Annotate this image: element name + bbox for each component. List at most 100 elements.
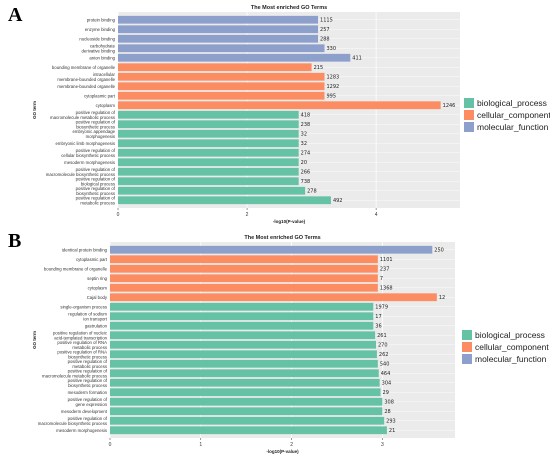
chart-a-bar-5 — [118, 63, 312, 72]
chart-a-category-label-18: positive regulation of biosynthetic proce… — [76, 186, 116, 196]
chart-b-bar-count-2: 237 — [380, 267, 390, 273]
chart-b-category-label-17: mesoderm development — [61, 409, 108, 414]
chart-a-bar-count-19: 492 — [333, 198, 343, 204]
chart-b-bar-4 — [110, 283, 378, 292]
chart-a-bar-count-13: 32 — [301, 141, 307, 147]
chart-a-category-label-12: embryonic appendage morphogenesis — [72, 129, 115, 139]
chart-a-category-label-2: nucleoside binding — [79, 36, 115, 41]
chart-b-bar-13 — [110, 369, 379, 378]
chart-a-bar-17 — [118, 177, 299, 186]
chart-a-bar-count-0: 1115 — [320, 18, 333, 24]
chart-b-category-label-8: gastrulation — [85, 323, 108, 328]
chart-a-xtick-label-2: 4 — [375, 212, 378, 218]
chart-a-xtick-label-1: 2 — [246, 212, 249, 218]
chart-b-bar-count-11: 262 — [379, 352, 389, 358]
chart-b-bar-11 — [110, 350, 377, 359]
chart-b-bar-19 — [110, 426, 387, 435]
chart-b-xtick-label-1: 1 — [199, 442, 202, 448]
chart-b-bar-count-0: 250 — [434, 248, 444, 254]
chart-a-bar-6 — [118, 72, 325, 81]
chart-b-bar-count-10: 270 — [378, 343, 388, 349]
chart-a-xtick-label-0: 0 — [117, 212, 120, 218]
chart-a-category-label-14: positive regulation of cellular biosynthe… — [61, 148, 116, 158]
chart-a-bar-count-7: 1292 — [326, 84, 339, 90]
chart-b-bar-count-4: 1368 — [380, 286, 393, 292]
chart-b-category-label-6: single-organism process — [60, 304, 107, 309]
chart-a-bar-12 — [118, 129, 299, 138]
chart-b-bar-18 — [110, 416, 385, 425]
chart-a-category-label-13: embryonic limb morphogenesis — [56, 141, 115, 146]
chart-b-bar-12 — [110, 359, 378, 368]
chart-b: The Most enriched GO Terms 250 identical p… — [32, 235, 549, 454]
chart-a-bar-8 — [118, 91, 325, 100]
chart-b-bar-count-12: 540 — [380, 362, 390, 368]
chart-b-category-label-10: positive regulation of RNA metabolic proc… — [57, 340, 107, 350]
chart-b-bar-count-14: 304 — [382, 381, 392, 387]
chart-b-bar-count-8: 36 — [375, 324, 381, 330]
chart-b-bar-8 — [110, 321, 374, 330]
chart-a-bar-13 — [118, 139, 299, 148]
chart-b-bar-9 — [110, 331, 376, 340]
chart-a-bar-10 — [118, 110, 299, 119]
chart-a-legend-swatch-1 — [464, 110, 474, 120]
chart-b-bar-7 — [110, 312, 374, 321]
chart-b-bar-5 — [110, 293, 437, 302]
chart-b-category-label-5: Cajal body — [87, 295, 108, 300]
chart-a-legend-label-1: cellular_component — [477, 110, 550, 120]
chart-a-bar-3 — [118, 44, 325, 53]
chart-b-xtick-label-3: 3 — [381, 442, 384, 448]
chart-b-category-label-7: regulation of sodium ion transport — [68, 312, 108, 322]
chart-a-bar-count-1: 257 — [320, 27, 330, 33]
chart-b-category-label-1: cytoplasmic part — [76, 257, 108, 262]
chart-b-legend-label-2: molecular_function — [475, 354, 547, 364]
chart-b-category-label-16: positive regulation of gene expression — [68, 397, 108, 407]
chart-a-bar-15 — [118, 158, 299, 167]
chart-a-category-label-16: positive regulation of macromolecule bios… — [46, 167, 116, 177]
chart-b-category-label-9: positive regulation of nucleic acid-templ… — [53, 331, 108, 341]
chart-b-category-label-18: positive regulation of macromolecule bios… — [38, 416, 108, 426]
chart-a-legend-label-0: biological_process — [477, 98, 547, 108]
chart-a-y-axis-label: GO term — [32, 101, 37, 119]
chart-b-category-label-3: septin ring — [87, 276, 107, 281]
chart-a-bar-count-8: 995 — [326, 94, 336, 100]
chart-a-category-label-15: mesoderm morphogenesis — [64, 160, 115, 165]
chart-a-bar-count-18: 278 — [307, 189, 317, 195]
chart-b-category-label-15: mesoderm formation — [68, 390, 108, 395]
chart-a-bar-count-15: 20 — [301, 160, 307, 166]
chart-a-bar-count-14: 274 — [301, 151, 311, 157]
chart-a-x-axis-label: -log10(P-value) — [273, 219, 306, 224]
panel-letter-a: A — [8, 4, 23, 26]
chart-b-bar-15 — [110, 388, 381, 397]
chart-b-category-label-4: cytoplasm — [88, 285, 108, 290]
chart-b-xtick-label-2: 2 — [290, 442, 293, 448]
chart-b-legend-label-1: cellular_component — [475, 342, 549, 352]
chart-a-legend-label-2: molecular_function — [477, 122, 549, 132]
chart-a-bar-count-9: 1246 — [443, 103, 456, 109]
chart-b-x-axis-label: -log10(P-value) — [266, 449, 299, 454]
chart-b-y-axis-label: GO term — [32, 331, 37, 349]
panel-letter-b: B — [8, 230, 22, 252]
chart-b-bar-count-15: 29 — [383, 390, 389, 396]
chart-b-bar-count-13: 464 — [381, 371, 391, 377]
chart-a-category-label-10: positive regulation of macromolecule meta… — [50, 110, 116, 120]
chart-a-category-label-3: carbohydrate derivative binding — [82, 44, 116, 54]
chart-b-bar-16 — [110, 397, 383, 406]
chart-b-bar-14 — [110, 378, 380, 387]
chart-b-category-label-13: positive regulation of macromolecule meta… — [42, 369, 108, 379]
chart-a-bar-count-4: 411 — [352, 56, 362, 62]
chart-b-bar-count-1: 1101 — [380, 257, 393, 263]
chart-b-category-label-12: positive regulation of metabolic process — [68, 359, 108, 369]
chart-b-bar-1 — [110, 255, 378, 264]
chart-a-category-label-5: bounding membrane of organelle — [52, 65, 116, 70]
chart-a-bar-count-2: 288 — [320, 37, 330, 43]
chart-a-category-label-11: positive regulation of biosynthetic proce… — [76, 120, 116, 130]
chart-a-title: The Most enriched GO Terms — [251, 5, 327, 11]
chart-a-bar-count-5: 215 — [314, 65, 324, 71]
chart-a-category-label-9: cytoplasm — [96, 103, 116, 108]
chart-a-bar-11 — [118, 120, 299, 129]
chart-b-legend-swatch-2 — [462, 354, 472, 364]
chart-a-category-label-7: membrane-bounded organelle — [57, 84, 115, 89]
chart-b-bar-17 — [110, 407, 383, 416]
chart-b-bar-count-5: 12 — [439, 295, 445, 301]
chart-a-bar-count-16: 266 — [301, 170, 311, 176]
